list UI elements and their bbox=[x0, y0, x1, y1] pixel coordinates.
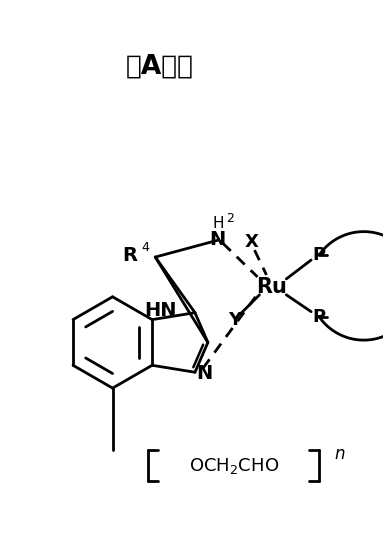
Text: R: R bbox=[122, 246, 137, 265]
Text: Ru: Ru bbox=[256, 277, 287, 297]
Text: Y: Y bbox=[228, 311, 241, 328]
Text: P: P bbox=[313, 246, 326, 264]
Text: n: n bbox=[334, 445, 344, 463]
Text: HN: HN bbox=[144, 301, 177, 320]
Text: H: H bbox=[212, 216, 223, 231]
Text: 2: 2 bbox=[226, 212, 233, 225]
Text: N: N bbox=[196, 364, 212, 383]
Text: X: X bbox=[245, 233, 258, 251]
Text: P: P bbox=[313, 308, 326, 326]
Text: OCH$_2$CHO: OCH$_2$CHO bbox=[189, 456, 279, 476]
Text: 4: 4 bbox=[141, 241, 149, 254]
Text: N: N bbox=[210, 230, 226, 249]
Text: （A）；: （A）； bbox=[126, 54, 194, 80]
